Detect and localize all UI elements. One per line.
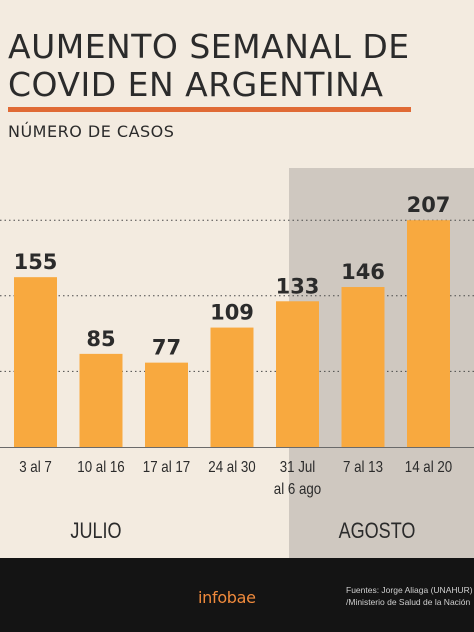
brand-logo: infobae [198,588,256,607]
month-group-label: JULIO [70,519,121,543]
data-label: 207 [407,193,451,217]
bar [79,353,123,447]
title-line: COVID EN ARGENTINA [8,65,384,104]
data-label: 85 [86,327,115,351]
bar [210,327,254,447]
bar [14,277,57,447]
x-tick-label: 7 al 13 [343,459,383,476]
data-label: 77 [152,336,181,360]
data-label: 146 [341,260,385,284]
source-line: /Ministerio de Salud de la Nación [346,597,471,607]
data-label: 133 [276,274,320,298]
x-tick-label: 31 Jul [280,459,316,476]
bar-chart: 155 3 al 7 85 10 al 16 77 17 al 17 109 24 al 30… [0,168,474,558]
chart-subtitle: NÚMERO DE CASOS [8,122,175,141]
footer-bar [0,558,474,632]
x-tick-label: 24 al 30 [208,459,255,476]
chart-title: AUMENTO SEMANAL DE COVID EN ARGENTINA [8,28,468,104]
data-label: 155 [14,250,58,274]
x-tick-label: 17 al 17 [143,459,190,476]
source-note: Fuentes: Jorge Aliaga (UNAHUR) /Minister… [346,584,474,608]
x-tick-label: 3 al 7 [19,459,52,476]
x-tick-label: 14 al 20 [405,459,452,476]
bar [341,287,385,447]
bar [276,301,319,447]
x-tick-label: al 6 ago [274,481,321,498]
x-tick-label: 10 al 16 [77,459,124,476]
bar [145,362,188,447]
title-line: AUMENTO SEMANAL DE [8,27,410,66]
month-group-label: AGOSTO [339,519,416,543]
title-underline [8,107,411,112]
bar [407,220,450,447]
source-line: Fuentes: Jorge Aliaga (UNAHUR) [346,585,473,595]
data-label: 109 [210,301,254,325]
